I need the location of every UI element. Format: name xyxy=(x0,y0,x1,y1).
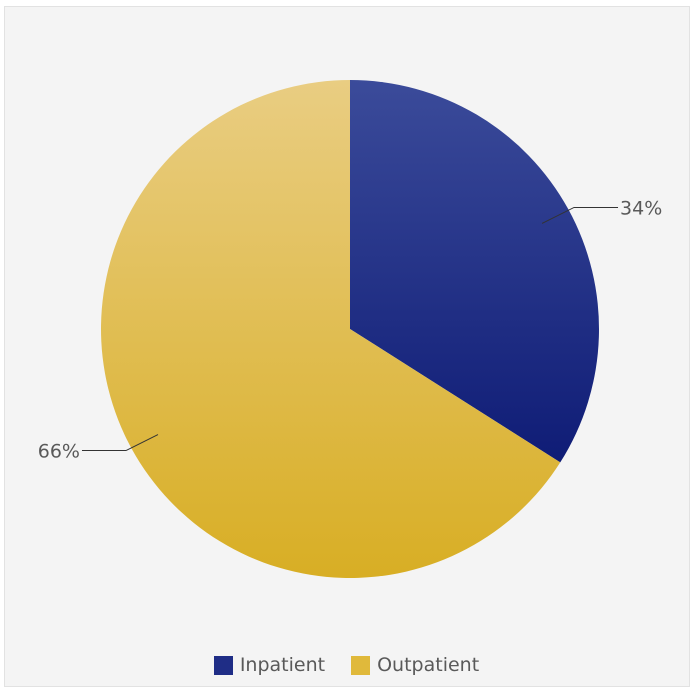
leader-line-inpatient xyxy=(541,206,619,224)
pie-slice-inpatient[interactable] xyxy=(350,80,599,463)
legend-item-inpatient[interactable]: Inpatient xyxy=(213,654,326,676)
data-label-outpatient: 66% xyxy=(38,441,80,463)
legend-swatch-outpatient xyxy=(351,655,371,675)
legend-label-inpatient: Inpatient xyxy=(239,654,326,676)
data-label-inpatient: 34% xyxy=(620,197,662,219)
legend-label-outpatient: Outpatient xyxy=(377,654,480,676)
pie-slice-outpatient[interactable] xyxy=(100,80,561,578)
legend: Inpatient Outpatient xyxy=(0,654,693,676)
legend-item-outpatient[interactable]: Outpatient xyxy=(351,654,479,676)
leader-line-outpatient xyxy=(81,434,159,452)
legend-swatch-inpatient xyxy=(213,655,233,675)
